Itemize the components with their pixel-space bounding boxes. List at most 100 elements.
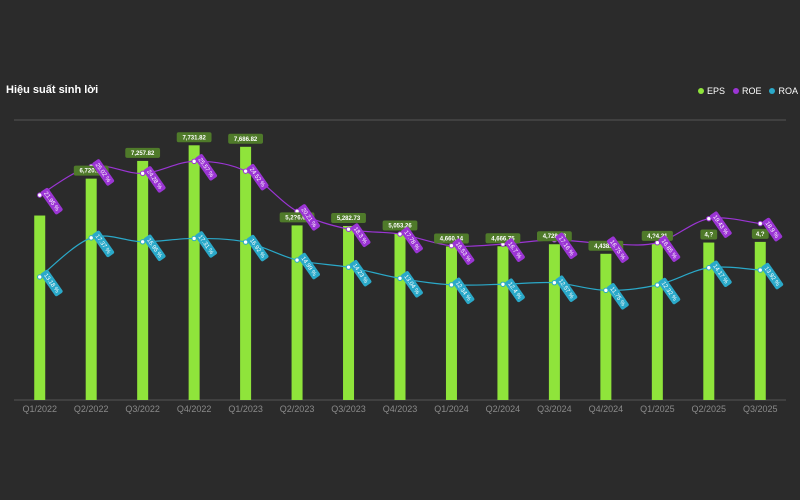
- roa-data-label-box: [40, 269, 63, 297]
- eps-data-label-box: [176, 132, 212, 143]
- eps-bar: [651, 243, 663, 400]
- roe-data-label-box: [452, 238, 475, 265]
- eps-bar: [291, 225, 303, 400]
- roa-point: [603, 287, 609, 294]
- eps-bar: [703, 242, 715, 400]
- roa-point: [345, 264, 352, 270]
- legend-swatch-eps: [697, 88, 704, 94]
- roe-point: [37, 192, 43, 198]
- roe-point: [448, 243, 455, 249]
- legend-item-roa[interactable]: ROA: [769, 86, 798, 96]
- roe-data-label-box: [762, 217, 783, 242]
- roa-data-label-box: [401, 271, 423, 298]
- legend-label-roe: ROE: [741, 86, 762, 96]
- roe-data-label-box: [709, 211, 732, 238]
- eps-bar: [548, 244, 560, 400]
- roe-data-label-box: [505, 238, 525, 262]
- eps-data-label: 7,257.82: [131, 151, 155, 157]
- x-tick-label: Q3/2023: [331, 404, 366, 414]
- roa-point: [757, 267, 763, 273]
- roe-data-label-box: [401, 226, 423, 254]
- eps-bar: [188, 145, 200, 400]
- eps-data-label: 5,282.73: [337, 216, 361, 222]
- roe-data-label-box: [246, 163, 269, 191]
- eps-bar: [445, 246, 457, 400]
- eps-data-label: 7,686.82: [234, 137, 258, 143]
- x-tick-label: Q3/2022: [125, 404, 160, 414]
- eps-bar: [600, 253, 612, 400]
- eps-bar: [34, 215, 46, 400]
- roa-point: [37, 274, 43, 280]
- roe-data-label-box: [555, 232, 578, 260]
- roa-point: [139, 239, 146, 245]
- roa-data-label-box: [195, 231, 218, 258]
- x-tick-label: Q2/2024: [486, 404, 521, 414]
- x-tick-label: Q1/2025: [640, 404, 675, 414]
- roe-data-label-box: [40, 187, 63, 215]
- eps-data-label-box: [125, 147, 161, 158]
- roa-data-label-box: [92, 230, 115, 258]
- eps-bar: [240, 146, 252, 400]
- x-tick-label: Q3/2025: [743, 404, 778, 414]
- roa-point: [551, 279, 558, 286]
- legend-label-eps: EPS: [706, 86, 725, 96]
- roe-point: [706, 215, 712, 222]
- chart-title: Hiệu suất sinh lời: [6, 84, 99, 96]
- roa-data-label-box: [298, 252, 320, 280]
- roe-data-label-box: [92, 159, 115, 186]
- roe-point: [139, 170, 146, 177]
- roa-data-label-box: [606, 283, 629, 310]
- roe-point: [242, 168, 249, 174]
- roe-data-label-box: [658, 235, 681, 262]
- roa-data-label-box: [143, 234, 166, 261]
- roa-point: [500, 281, 506, 287]
- x-tick-label: Q4/2023: [383, 404, 418, 414]
- roa-data-label-box: [709, 260, 732, 287]
- eps-data-label-box: [228, 133, 263, 144]
- roe-data-label-box: [298, 204, 320, 231]
- roe-point: [345, 226, 352, 232]
- eps-bar: [343, 225, 355, 400]
- eps-data-label: 4,?: [756, 232, 765, 238]
- roa-point: [397, 275, 403, 281]
- eps-data-label: 6,720.16: [80, 169, 104, 175]
- eps-data-label-box: [700, 229, 718, 240]
- legend-item-eps[interactable]: EPS: [697, 86, 725, 96]
- x-tick-label: Q4/2022: [177, 404, 212, 414]
- roa-data-label-box: [505, 278, 525, 303]
- eps-data-label: 4,660.14: [440, 236, 464, 242]
- x-tick-label: Q2/2025: [692, 404, 727, 414]
- roa-point: [706, 265, 712, 271]
- eps-bar: [137, 160, 149, 400]
- roa-data-label-box: [658, 277, 681, 305]
- eps-data-label: 4,?4.21: [647, 234, 668, 240]
- legend-swatch-roe: [732, 88, 739, 94]
- eps-data-label: 5,2?6.64: [285, 215, 309, 221]
- legend-item-roe[interactable]: ROE: [732, 86, 762, 96]
- roe-data-label-box: [195, 154, 218, 181]
- x-tick-label: Q2/2023: [280, 404, 315, 414]
- x-tick-label: Q1/2024: [434, 404, 469, 414]
- eps-data-label: 4,666.75: [491, 236, 515, 242]
- roa-point: [294, 257, 300, 263]
- roe-data-label-box: [350, 223, 371, 247]
- roe-point: [191, 158, 197, 165]
- roa-data-label-box: [246, 234, 269, 262]
- x-tick-label: Q1/2022: [22, 404, 57, 414]
- roa-data-label-box: [555, 275, 578, 302]
- eps-data-label: 7,731.82: [182, 135, 206, 141]
- eps-bar: [394, 233, 406, 400]
- roa-point: [88, 235, 94, 241]
- roe-data-label-box: [143, 166, 166, 193]
- eps-bar: [754, 241, 766, 400]
- eps-data-label: 4,438.69: [594, 244, 618, 250]
- roe-data-label-box: [606, 236, 629, 263]
- eps-data-label: 5,053.26: [388, 224, 412, 230]
- roe-point: [397, 231, 403, 237]
- eps-data-label: 4,?: [704, 233, 713, 239]
- eps-bar: [85, 178, 97, 400]
- x-tick-label: Q1/2023: [228, 404, 263, 414]
- roe-data-label-group: 21.95 %: [40, 187, 63, 215]
